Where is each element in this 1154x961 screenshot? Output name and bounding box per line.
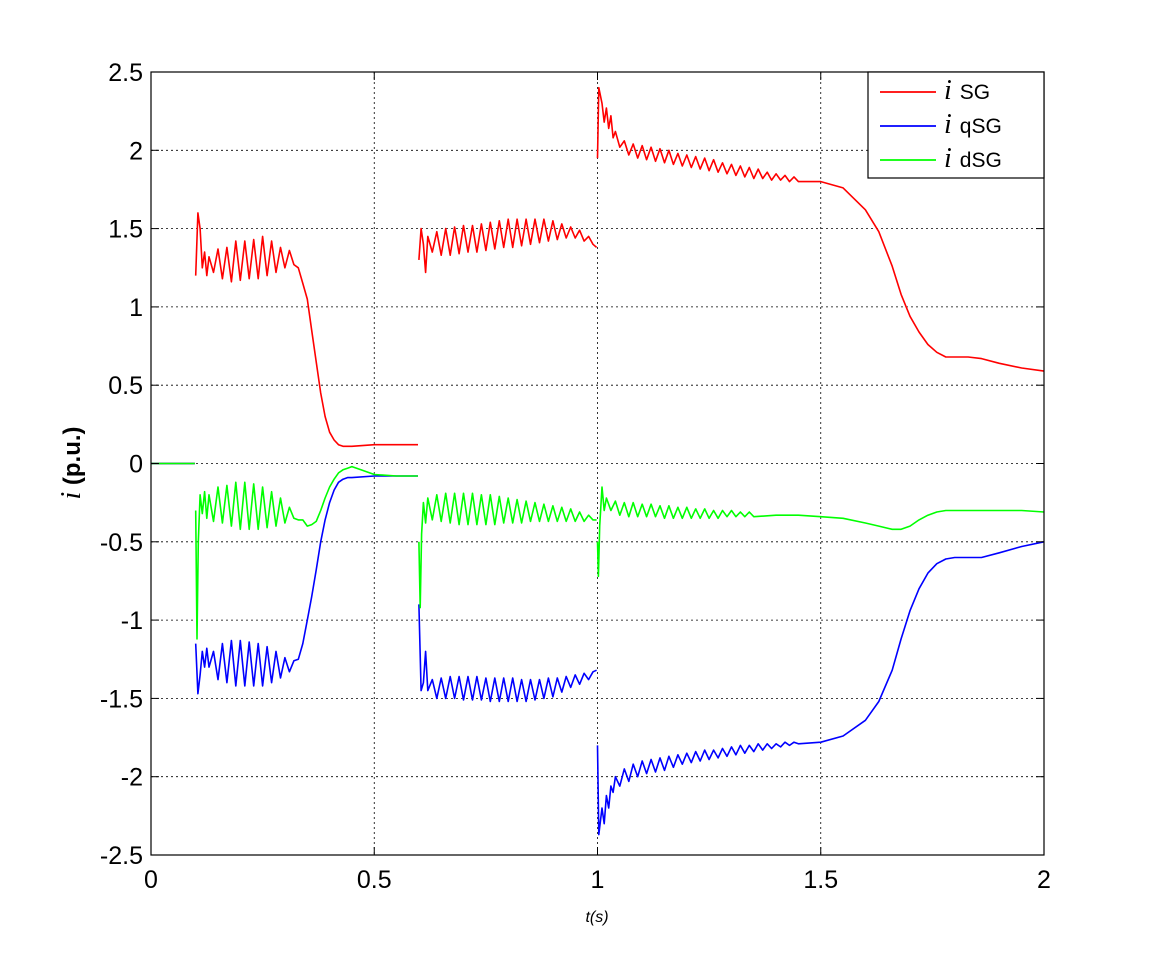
x-axis-label: t(s) bbox=[585, 909, 608, 926]
y-tick-label: -1.5 bbox=[100, 685, 143, 713]
legend-label-SG: i SG bbox=[944, 75, 990, 106]
series-line-SG bbox=[194, 212, 418, 448]
y-axis-label-unit: (p.u.) bbox=[59, 426, 86, 491]
x-tick-label: 2 bbox=[1037, 866, 1051, 894]
x-tick-label: 0 bbox=[144, 866, 158, 894]
y-tick-label: 2 bbox=[129, 137, 143, 165]
tick-labels: 0 0.5 1 1.5 2 2.5 2 1.5 1 0.5 0 -0.5 -1 -1.5 -2 -2.5 bbox=[100, 59, 1051, 894]
legend-name: qSG bbox=[960, 115, 1002, 138]
y-axis-label: i (p.u.) bbox=[56, 426, 87, 499]
y-tick-label: 2.5 bbox=[108, 59, 143, 87]
y-tick-label: 1 bbox=[129, 294, 143, 322]
legend-symbol: i bbox=[944, 109, 952, 140]
y-tick-label: -2 bbox=[121, 764, 143, 792]
series-line-SG bbox=[596, 86, 1045, 372]
y-tick-label: -1 bbox=[121, 607, 143, 635]
y-axis-label-symbol: i bbox=[56, 492, 87, 500]
legend-box bbox=[867, 71, 1045, 179]
x-tick-label: 0.5 bbox=[357, 866, 392, 894]
y-tick-label: 0 bbox=[129, 451, 143, 479]
series-lines bbox=[151, 86, 1045, 836]
series-line-dSG bbox=[596, 486, 1045, 578]
legend-label-dSG: i dSG bbox=[944, 143, 1002, 174]
series-line-dSG bbox=[194, 465, 418, 640]
series-line-SG bbox=[418, 218, 598, 274]
y-tick-label: -2.5 bbox=[100, 842, 143, 870]
y-tick-label: 0.5 bbox=[108, 372, 143, 400]
y-tick-label: 1.5 bbox=[108, 216, 143, 244]
legend-symbol: i bbox=[944, 143, 952, 174]
series-line-qSG bbox=[194, 475, 418, 695]
legend-name: SG bbox=[960, 81, 990, 104]
series-line-dSG bbox=[418, 492, 597, 609]
series-line-qSG bbox=[418, 604, 597, 703]
x-tick-label: 1 bbox=[591, 866, 605, 894]
legend-label-qSG: i qSG bbox=[944, 109, 1002, 140]
legend-name: dSG bbox=[960, 149, 1002, 172]
series-SG bbox=[151, 86, 1045, 465]
y-tick-label: -0.5 bbox=[100, 529, 143, 557]
series-line-qSG bbox=[596, 541, 1045, 836]
legend-symbol: i bbox=[944, 75, 952, 106]
series-dSG bbox=[151, 462, 1045, 640]
x-tick-label: 1.5 bbox=[803, 866, 838, 894]
